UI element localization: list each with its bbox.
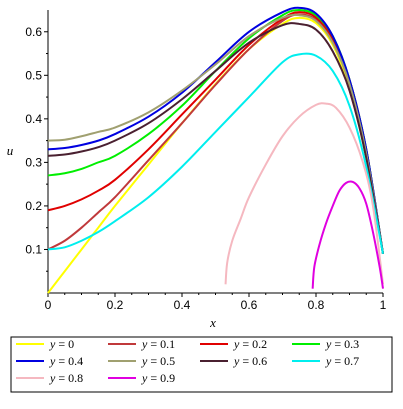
legend-label: y = 0.6 bbox=[233, 354, 267, 368]
y-axis-label: u bbox=[7, 143, 14, 158]
series-line-9 bbox=[311, 180, 384, 289]
legend-label: y = 0 bbox=[49, 337, 74, 351]
series-line-6 bbox=[47, 22, 384, 254]
x-tick-label: 0 bbox=[45, 298, 52, 312]
y-tick-label: 0.3 bbox=[25, 155, 42, 169]
y-tick-label: 0.2 bbox=[25, 199, 42, 213]
legend-label: y = 0.9 bbox=[141, 371, 175, 385]
legend: y = 0 y = 0.1 y = 0.2 y = 0.3 y = 0.4 y = 0.5… bbox=[10, 336, 393, 393]
y-tick-label: 0.4 bbox=[25, 112, 42, 126]
x-axis-label: x bbox=[209, 315, 216, 330]
series-line-0 bbox=[47, 16, 384, 294]
x-tick-label: 0.2 bbox=[107, 298, 124, 312]
x-tick-label: 0.6 bbox=[241, 298, 258, 312]
legend-label: y = 0.4 bbox=[49, 354, 83, 368]
legend-label: y = 0.1 bbox=[141, 337, 175, 351]
legend-label: y = 0.7 bbox=[325, 354, 359, 368]
series-line-5 bbox=[47, 13, 384, 254]
legend-label: y = 0.2 bbox=[233, 337, 267, 351]
series-line-8 bbox=[224, 102, 384, 285]
tick-marks: 0 0.2 0.4 0.6 0.8 1 0.1 0.2 0.3 0.4 0.5 0.6 bbox=[25, 25, 386, 312]
series-lines bbox=[47, 6, 384, 294]
legend-label: y = 0.8 bbox=[49, 371, 83, 385]
y-tick-label: 0.6 bbox=[25, 25, 42, 39]
legend-label: y = 0.5 bbox=[141, 354, 175, 368]
x-tick-label: 0.8 bbox=[308, 298, 325, 312]
series-line-4 bbox=[47, 6, 384, 254]
y-tick-label: 0.1 bbox=[25, 242, 42, 256]
x-tick-label: 1 bbox=[380, 298, 387, 312]
y-tick-label: 0.5 bbox=[25, 68, 42, 82]
series-line-7 bbox=[47, 52, 384, 255]
legend-frame bbox=[10, 336, 393, 393]
x-tick-label: 0.4 bbox=[174, 298, 191, 312]
legend-label: y = 0.3 bbox=[325, 337, 359, 351]
